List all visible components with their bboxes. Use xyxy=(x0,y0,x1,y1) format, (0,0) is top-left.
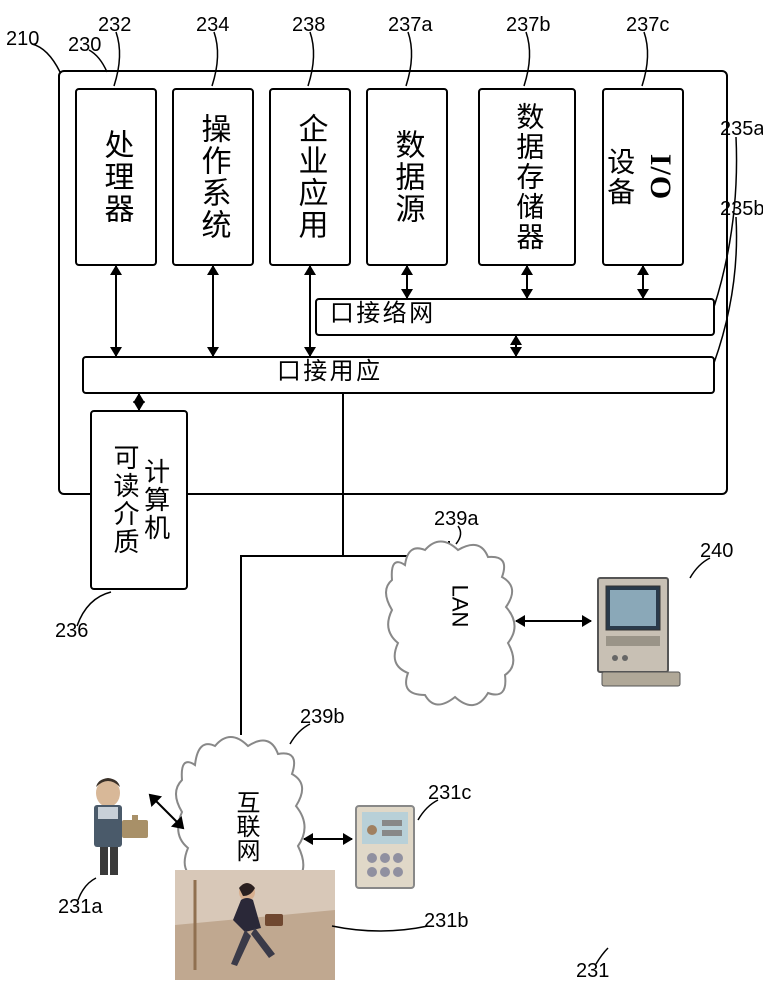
os-block: 操作系统 xyxy=(172,88,254,266)
io-block: 设备 I/O xyxy=(602,88,684,266)
arrow-internet-userc xyxy=(304,838,352,840)
arrow-os xyxy=(212,266,214,356)
arrow-netif-appif xyxy=(515,336,517,356)
app-interface-label: 应用接口 xyxy=(272,358,378,392)
user-a-icon xyxy=(78,775,153,880)
io-label-2: 设备 xyxy=(602,147,633,207)
data-source-block: 数据源 xyxy=(366,88,448,266)
arrow-ent xyxy=(309,266,311,356)
data-store-block: 数据存储器 xyxy=(478,88,576,266)
user-c-icon xyxy=(350,800,420,895)
processor-label: 处理器 xyxy=(100,129,133,225)
arrow-readable xyxy=(138,394,140,410)
readable-medium-block: 可读介质 计算机 xyxy=(90,410,188,590)
os-label: 操作系统 xyxy=(197,113,230,241)
processor-block: 处理器 xyxy=(75,88,157,266)
user-b-icon xyxy=(175,870,335,980)
internet-label: 互联网 xyxy=(228,790,263,862)
enterprise-app-label: 企业应用 xyxy=(294,113,327,241)
app-interface-block: 应用接口 xyxy=(82,356,715,394)
readable-label-2: 可读介质 xyxy=(109,444,138,556)
data-source-label: 数据源 xyxy=(391,129,424,225)
conn-to-internet xyxy=(240,555,242,735)
network-interface-block: 网络接口 xyxy=(315,298,715,336)
lan-label: LAN xyxy=(446,585,472,628)
network-interface-label: 网络接口 xyxy=(325,300,431,334)
readable-label-1: 计算机 xyxy=(140,458,169,542)
enterprise-app-block: 企业应用 xyxy=(269,88,351,266)
lan-cloud: LAN xyxy=(380,525,520,715)
ref-231b: 231b xyxy=(424,910,469,933)
arrow-processor xyxy=(115,266,117,356)
conn-appif-down xyxy=(342,394,344,557)
server-icon xyxy=(590,560,695,690)
arrow-ds xyxy=(406,266,408,298)
arrow-lan-monitor xyxy=(516,620,591,622)
io-label-1: I/O xyxy=(643,154,677,200)
arrow-io xyxy=(642,266,644,298)
data-store-label: 数据存储器 xyxy=(512,102,543,252)
diagram-canvas: 处理器 操作系统 企业应用 数据源 数据存储器 设备 I/O 网络接口 应用接口… xyxy=(0,0,763,1000)
arrow-dst xyxy=(526,266,528,298)
